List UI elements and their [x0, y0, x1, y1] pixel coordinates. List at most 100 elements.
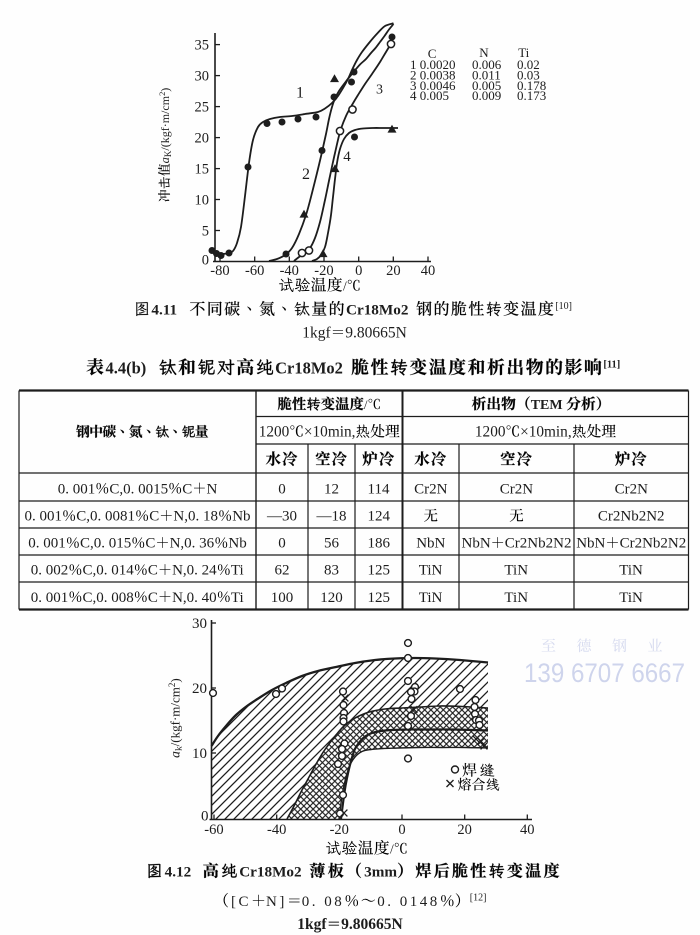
svg-text:0.173: 0.173 — [517, 88, 546, 103]
svg-text:5: 5 — [202, 224, 209, 240]
svg-text:N: N — [479, 45, 489, 60]
svg-text:×10min,: ×10min, — [304, 424, 356, 441]
svg-text:2: 2 — [157, 92, 167, 96]
svg-text:0.005: 0.005 — [472, 78, 501, 93]
svg-text:TiN: TiN — [619, 563, 643, 579]
svg-text:N]: N] — [266, 894, 287, 910]
svg-text:1200: 1200 — [475, 424, 506, 441]
svg-text:×10min,: ×10min, — [520, 424, 572, 441]
svg-text:0: 0 — [398, 822, 405, 838]
svg-text:0.03: 0.03 — [517, 67, 540, 82]
svg-text:0. 002: 0. 002 — [31, 563, 69, 579]
svg-text:0: 0 — [355, 263, 362, 279]
svg-text:/: / — [343, 279, 347, 294]
svg-text:Nb: Nb — [228, 536, 246, 552]
svg-text:TiN: TiN — [419, 590, 443, 606]
svg-text:K: K — [163, 150, 173, 157]
svg-text:TiN: TiN — [504, 590, 528, 606]
svg-text:0.02: 0.02 — [517, 57, 540, 72]
svg-text:124: 124 — [368, 509, 391, 525]
svg-text:20: 20 — [457, 822, 472, 838]
svg-text:10: 10 — [195, 193, 210, 209]
svg-text:83: 83 — [324, 563, 339, 579]
svg-text:4: 4 — [343, 149, 351, 165]
svg-text:4.11: 4.11 — [151, 302, 177, 319]
svg-text:40: 40 — [520, 822, 535, 838]
svg-text:4.12: 4.12 — [165, 864, 192, 881]
svg-text:20: 20 — [195, 131, 210, 147]
svg-text:Cr2Nb2N2: Cr2Nb2N2 — [598, 509, 665, 525]
svg-text:35: 35 — [195, 38, 210, 54]
svg-text:/: / — [364, 397, 368, 412]
svg-text:C,0. 0081: C,0. 0081 — [76, 509, 135, 525]
svg-text:10: 10 — [192, 746, 207, 762]
svg-text:): ) — [168, 678, 183, 682]
svg-text:[10]: [10] — [555, 301, 572, 312]
svg-text:2: 2 — [167, 683, 177, 688]
svg-text:1kgf: 1kgf — [302, 325, 331, 342]
svg-text:25: 25 — [195, 100, 210, 116]
svg-text:a: a — [168, 751, 183, 758]
svg-text:0. 001: 0. 001 — [58, 481, 95, 497]
svg-text:C: C — [428, 46, 437, 61]
svg-text:1: 1 — [296, 85, 304, 102]
svg-text:-60: -60 — [245, 263, 264, 279]
svg-text:0. 08: 0. 08 — [302, 894, 345, 910]
svg-text:N,0. 18: N,0. 18 — [173, 509, 218, 525]
svg-text:1200: 1200 — [259, 424, 290, 441]
svg-text:C,0. 008: C,0. 008 — [83, 590, 134, 606]
svg-text:—30: —30 — [266, 509, 297, 525]
svg-text:N,0. 40: N,0. 40 — [172, 590, 217, 606]
svg-text:0.006: 0.006 — [472, 57, 502, 72]
svg-text:125: 125 — [368, 590, 391, 606]
svg-text:C: C — [145, 536, 155, 552]
svg-text:20: 20 — [192, 681, 207, 697]
svg-text:NbN: NbN — [462, 536, 491, 552]
svg-text:C,0. 0015: C,0. 0015 — [109, 481, 168, 497]
svg-text:0: 0 — [278, 536, 286, 552]
svg-text:C,0. 015: C,0. 015 — [80, 536, 131, 552]
svg-text:Ti: Ti — [231, 563, 244, 579]
svg-text:NbN: NbN — [576, 536, 605, 552]
svg-text:3mm: 3mm — [364, 864, 397, 881]
svg-text:C: C — [149, 509, 159, 525]
svg-text:0.011: 0.011 — [472, 67, 501, 82]
svg-text:C: C — [148, 590, 158, 606]
svg-text:-20: -20 — [330, 822, 349, 838]
svg-text:0. 001: 0. 001 — [31, 590, 69, 606]
svg-text:Cr18Mo2: Cr18Mo2 — [346, 302, 408, 319]
svg-text:9.80665N: 9.80665N — [345, 325, 407, 342]
svg-text:0.009: 0.009 — [472, 88, 501, 103]
svg-text:N,0. 24: N,0. 24 — [172, 563, 217, 579]
svg-text:0: 0 — [202, 253, 209, 269]
svg-text:186: 186 — [368, 536, 391, 552]
svg-text:-20: -20 — [314, 263, 333, 279]
svg-text:0: 0 — [278, 481, 286, 497]
svg-text:9.80665N: 9.80665N — [341, 916, 403, 933]
svg-text:20: 20 — [386, 263, 401, 279]
svg-text:3 0.0046: 3 0.0046 — [410, 78, 456, 93]
svg-text:[11]: [11] — [603, 360, 620, 371]
svg-text:C,0. 014: C,0. 014 — [83, 563, 135, 579]
svg-text:-40: -40 — [267, 822, 286, 838]
svg-text:TEM: TEM — [531, 398, 563, 413]
svg-text:12: 12 — [324, 481, 339, 497]
svg-text:40: 40 — [421, 263, 436, 279]
svg-text:[12]: [12] — [470, 893, 487, 904]
svg-text:0: 0 — [201, 809, 209, 825]
svg-text:30: 30 — [192, 616, 207, 632]
svg-text:TiN: TiN — [619, 590, 643, 606]
svg-text:62: 62 — [275, 563, 290, 579]
svg-text:56: 56 — [324, 536, 340, 552]
svg-text:Nb: Nb — [232, 509, 250, 525]
svg-text:N,0. 36: N,0. 36 — [170, 536, 215, 552]
svg-text:Cr2N: Cr2N — [414, 481, 448, 497]
svg-text:Cr2N: Cr2N — [615, 481, 649, 497]
svg-text:—18: —18 — [316, 509, 347, 525]
svg-text:TiN: TiN — [504, 563, 528, 579]
svg-text:100: 100 — [271, 590, 294, 606]
svg-text:2: 2 — [302, 166, 310, 183]
svg-text:139 6707 6667: 139 6707 6667 — [524, 658, 685, 688]
svg-text:/(kgf·m/cm: /(kgf·m/cm — [168, 687, 183, 746]
svg-text:-80: -80 — [210, 263, 229, 279]
